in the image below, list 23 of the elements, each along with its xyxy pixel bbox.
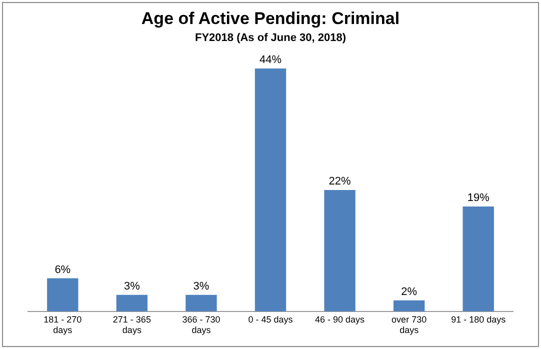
x-tick-label: 181 - 270 days <box>44 314 82 336</box>
data-label: 3% <box>193 280 210 292</box>
bar <box>254 68 286 312</box>
x-tick-label: 366 - 730 days <box>182 314 220 336</box>
bar <box>462 206 494 312</box>
x-tick-label: 46 - 90 days <box>315 314 366 324</box>
bar <box>116 294 148 312</box>
data-label: 2% <box>401 286 418 298</box>
data-label: 22% <box>328 175 352 188</box>
x-tick-label: 0 - 45 days <box>248 314 294 324</box>
bar <box>47 278 78 312</box>
x-tick-label: 91 - 180 days <box>451 314 506 324</box>
data-label: 3% <box>124 280 140 292</box>
chart-subtitle: FY2018 (As of June 30, 2018) <box>194 32 347 44</box>
data-label: 19% <box>467 192 490 204</box>
data-label: 44% <box>259 54 282 66</box>
x-tick-label: 271 - 365 days <box>112 314 151 336</box>
bar <box>393 300 425 312</box>
bar <box>186 294 217 312</box>
data-label: 6% <box>54 264 71 276</box>
chart-title: Age of Active Pending: Criminal <box>140 9 401 29</box>
bar <box>324 190 356 312</box>
x-tick-label: over 730 days <box>392 314 427 336</box>
